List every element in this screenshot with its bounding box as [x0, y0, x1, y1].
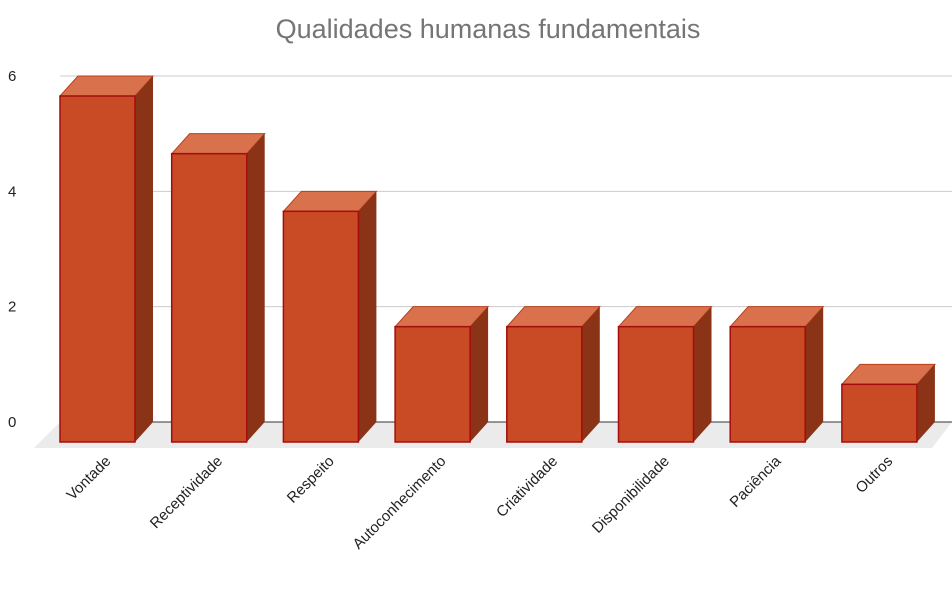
- y-tick-label: 2: [8, 299, 16, 316]
- bar-side: [805, 306, 824, 442]
- bar: [394, 325, 471, 443]
- bar: [170, 152, 248, 443]
- bar: [506, 325, 583, 443]
- bar-side: [916, 364, 935, 442]
- bar: [617, 325, 695, 443]
- y-tick-label: 4: [8, 183, 16, 200]
- bar-side: [246, 133, 265, 442]
- y-tick-label: 0: [8, 414, 16, 431]
- bar-side: [135, 76, 153, 442]
- bar: [282, 210, 360, 443]
- y-tick-label: 6: [8, 68, 16, 85]
- chart-title: Qualidades humanas fundamentais: [276, 14, 701, 44]
- floor: [34, 422, 952, 448]
- bar-side: [470, 306, 489, 442]
- bar: [729, 325, 806, 443]
- bar: [841, 383, 918, 443]
- bar-side: [581, 306, 600, 442]
- bar: [59, 95, 136, 443]
- bar-side: [358, 191, 377, 442]
- bar-side: [693, 306, 712, 442]
